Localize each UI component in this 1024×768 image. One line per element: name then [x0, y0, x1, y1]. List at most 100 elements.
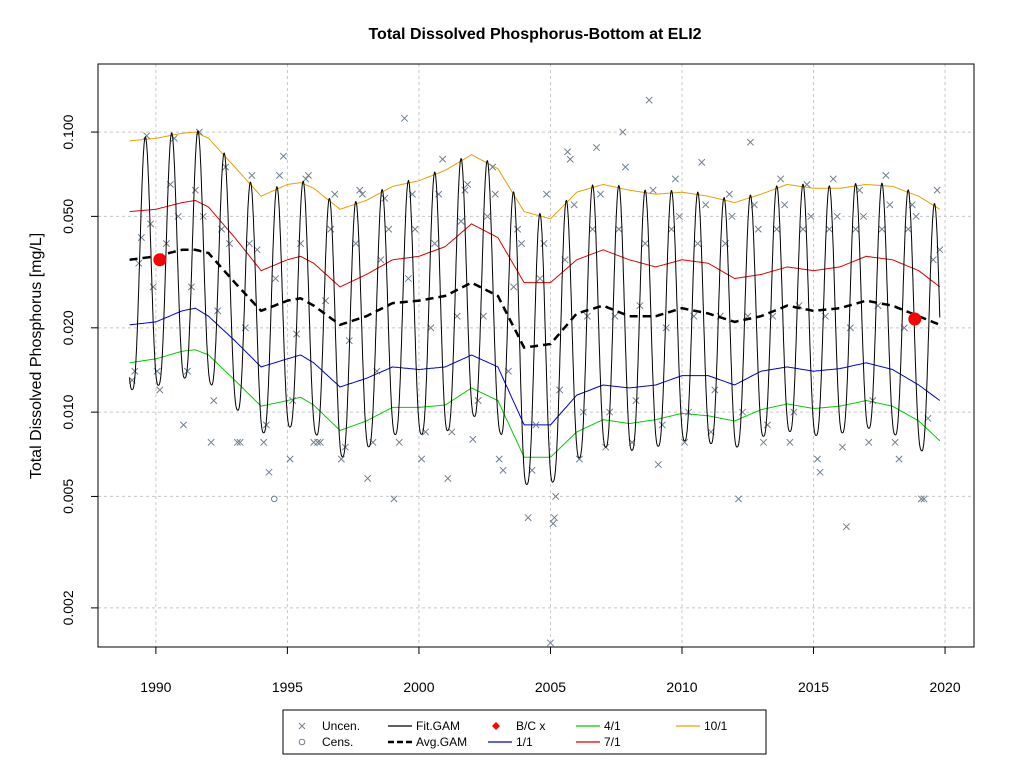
legend-label-avg-gam: Avg.GAM	[416, 735, 467, 749]
legend-label-1-1: 1/1	[516, 735, 533, 749]
grid	[98, 64, 974, 647]
uncensored-point	[886, 201, 894, 209]
uncensored-point	[390, 495, 398, 503]
uncensored-point	[289, 396, 297, 405]
uncensored-point	[799, 225, 807, 233]
seasonal-lines	[129, 131, 941, 458]
uncensored-point	[491, 190, 499, 198]
uncensored-point	[917, 495, 925, 503]
uncensored-point	[641, 239, 649, 248]
chart-title: Total Dissolved Phosphorus-Bottom at ELI…	[368, 26, 701, 43]
uncensored-point	[316, 438, 324, 446]
uncensored-point	[474, 396, 482, 405]
fit-gam-path	[129, 130, 941, 485]
x-tick-label: 2000	[403, 679, 434, 695]
uncensored-point	[816, 468, 824, 476]
censored-point	[270, 495, 278, 503]
uncensored-point	[549, 520, 557, 528]
legend-symbol-cens-	[298, 738, 306, 746]
uncensored-point	[738, 408, 747, 416]
uncensored-point	[272, 274, 280, 283]
uncensored-point	[279, 152, 288, 160]
uncensored-point	[358, 190, 366, 198]
plot-frame	[97, 63, 975, 648]
uncensored-point	[131, 367, 139, 375]
uncensored-point	[662, 324, 670, 332]
uncensored-point	[763, 421, 772, 429]
uncensored-point	[846, 324, 854, 332]
uncensored-point	[411, 225, 419, 233]
uncensored-point	[183, 367, 191, 375]
uncensored-point	[619, 128, 627, 136]
uncensored-point	[147, 220, 155, 228]
uncensored-point	[448, 428, 456, 436]
x-tick-label: 2010	[666, 679, 697, 695]
uncensored-point	[297, 239, 305, 248]
uncensored-point	[327, 225, 335, 233]
uncensored-point	[225, 239, 234, 248]
uncensored-point	[214, 307, 222, 315]
legend-symbol-uncen-	[298, 722, 306, 730]
uncensored-point	[773, 225, 781, 233]
uncensored-point	[865, 438, 873, 446]
uncensored-point	[781, 201, 789, 209]
uncensored-point	[735, 495, 743, 503]
uncensored-point	[302, 175, 310, 183]
legend-box	[282, 709, 767, 755]
legend-label-uncen-: Uncen.	[322, 719, 360, 733]
bc-point	[908, 312, 922, 326]
seasonal-line-4-1	[129, 349, 941, 458]
uncensored-point	[542, 190, 551, 198]
uncensored-point	[838, 443, 847, 451]
uncensored-point	[457, 217, 465, 225]
uncensored-point	[570, 201, 578, 209]
uncensored-point	[483, 212, 491, 220]
uncensored-point	[304, 171, 313, 180]
uncensored-point	[444, 474, 452, 482]
uncensored-point	[882, 171, 890, 180]
bc-point	[153, 253, 167, 267]
uncensored-point	[589, 225, 597, 233]
uncensored-point	[790, 408, 798, 416]
uncensored-point	[654, 460, 662, 469]
seasonal-line-1-1	[129, 307, 941, 426]
y-tick-label: 0.002	[60, 590, 76, 625]
uncensored-point	[711, 386, 719, 394]
uncensored-point	[759, 438, 768, 446]
uncensored-point	[746, 138, 754, 146]
seasonal-line-10-1	[129, 131, 941, 220]
uncensored-point	[546, 639, 555, 647]
bc-points	[153, 253, 922, 326]
uncensored-point	[698, 158, 706, 166]
uncensored-point	[649, 186, 657, 194]
legend-symbol-b-c-x	[492, 722, 500, 730]
uncensored-point	[260, 438, 268, 446]
uncensored-point	[632, 396, 640, 405]
uncensored-point	[540, 239, 548, 248]
uncensored-point	[920, 495, 928, 503]
uncensored-point	[404, 274, 412, 283]
uncensored-point	[702, 201, 710, 209]
uncensored-point	[286, 455, 294, 463]
uncensored-point	[156, 386, 164, 394]
uncensored-point	[694, 239, 702, 248]
uncensored-point	[556, 386, 564, 394]
uncensored-point	[621, 163, 629, 171]
uncensored-point	[245, 239, 253, 248]
uncensored-point	[265, 468, 273, 476]
uncensored-point	[207, 438, 215, 446]
uncensored-point	[564, 148, 572, 156]
uncensored-point	[615, 225, 623, 233]
uncensored-point	[364, 474, 372, 482]
uncensored-point	[566, 155, 574, 163]
avg-gam-line	[129, 248, 941, 349]
x-tick-label: 2015	[798, 679, 829, 695]
avg-gam-path	[129, 248, 941, 349]
uncensored-point	[331, 190, 339, 198]
uncensored-point	[400, 114, 409, 122]
legend-label-4-1: 4/1	[604, 719, 621, 733]
uncensored-point	[552, 492, 560, 500]
x-tick-label: 1990	[140, 679, 171, 695]
uncensored-point	[418, 455, 426, 463]
uncensored-point	[179, 421, 188, 429]
